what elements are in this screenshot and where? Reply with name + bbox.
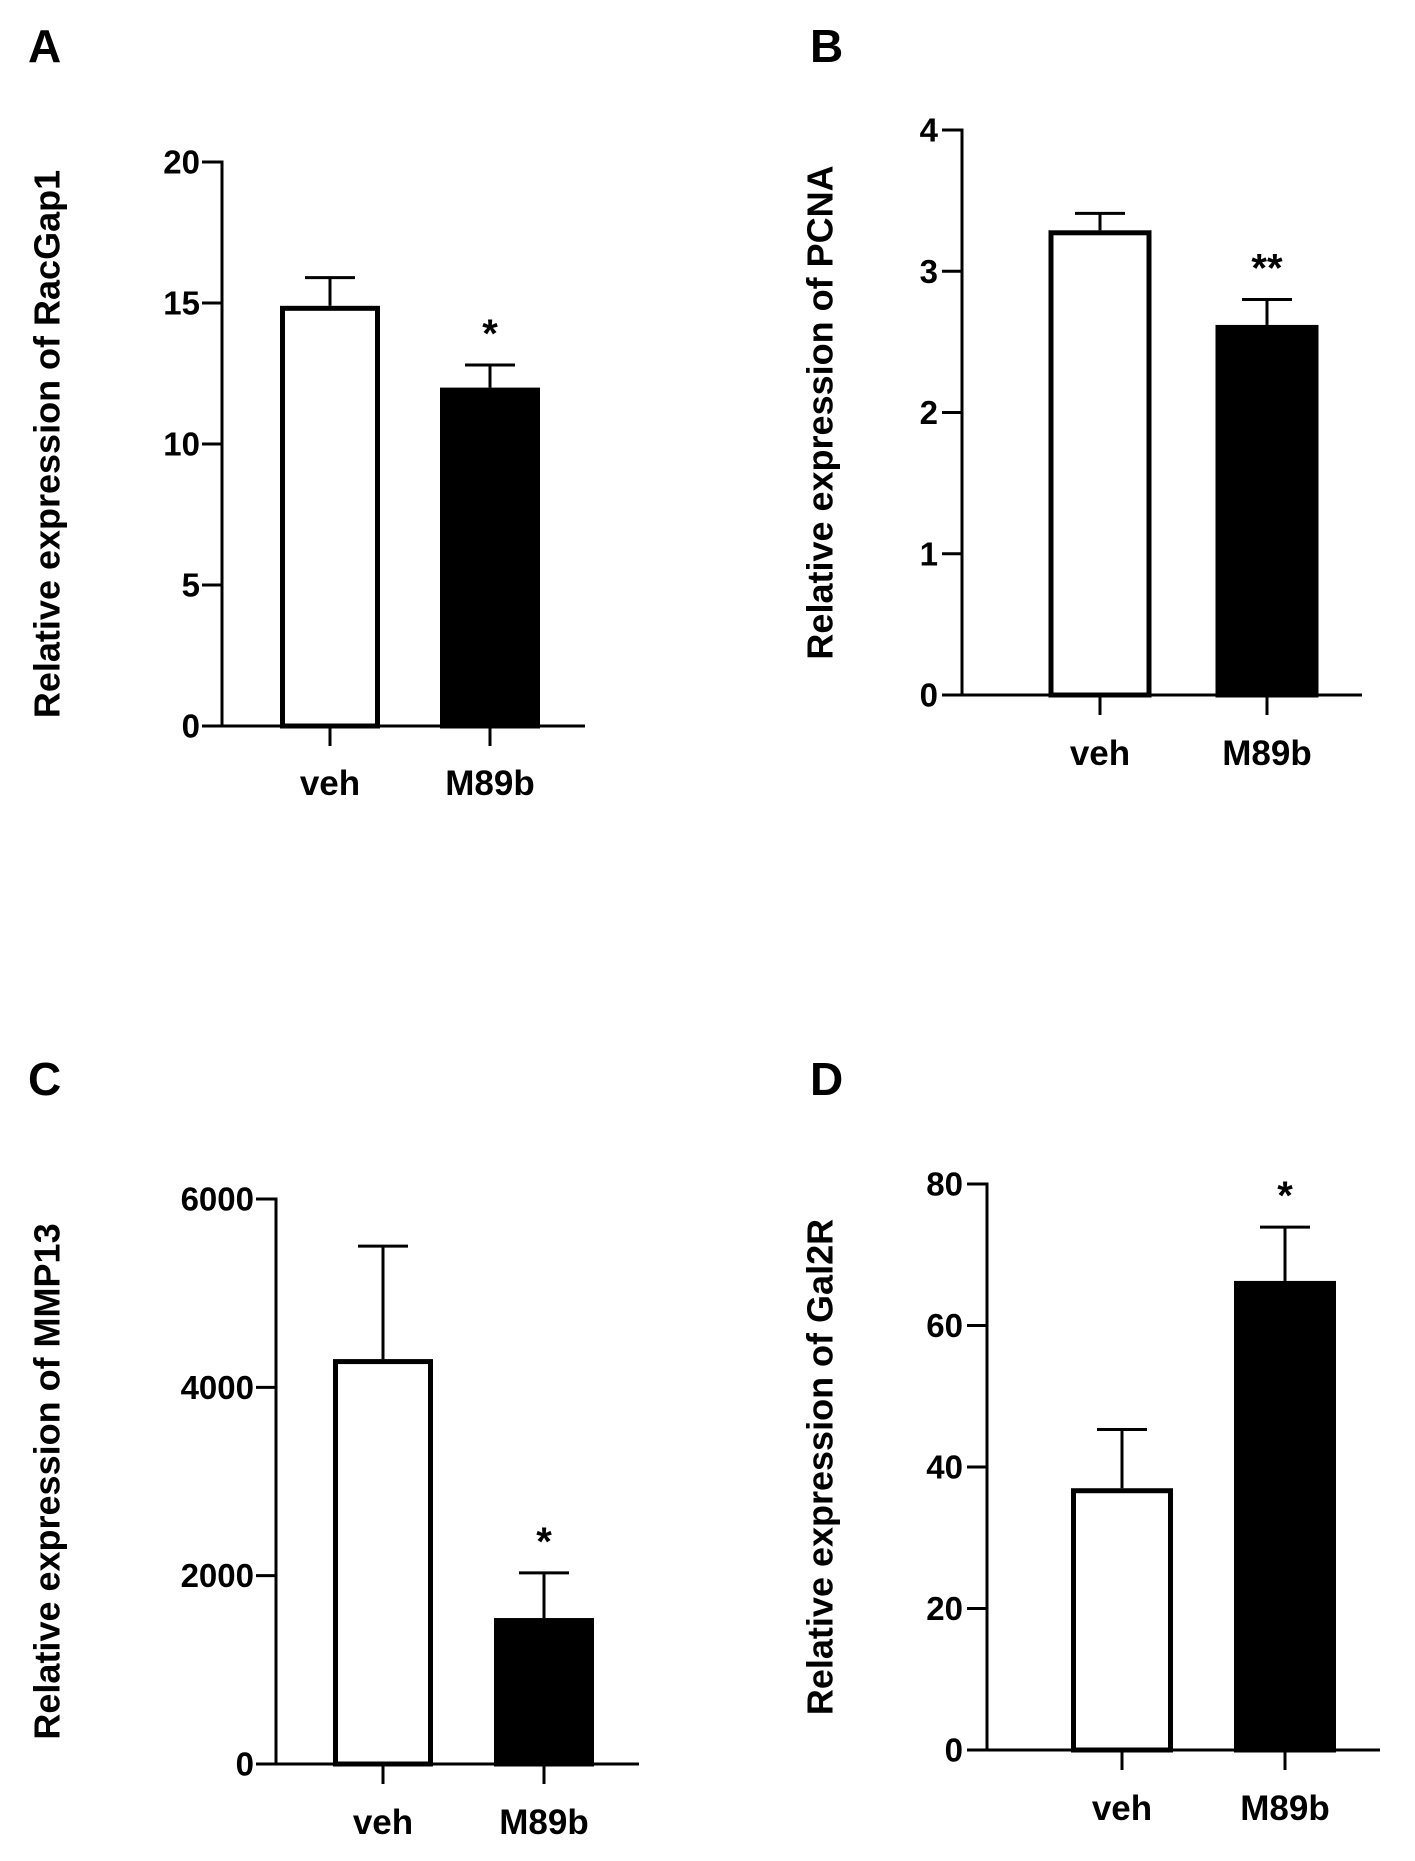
panel-d-category-label-m89b: M89b <box>1240 1789 1329 1828</box>
panel-d-bar-veh <box>1071 1488 1173 1753</box>
panel-d-y-tick-label: 20 <box>926 1590 963 1627</box>
panel-d-significance-label: * <box>1277 1174 1293 1218</box>
panel-a-bar-veh <box>280 305 380 729</box>
panel-c-y-tick-label: 2000 <box>181 1557 254 1594</box>
panel-a-y-tick-label: 20 <box>163 144 200 181</box>
panel-b-y-tick-label: 0 <box>920 677 938 714</box>
panel-c-letter: C <box>28 1053 61 1105</box>
panel-b-y-tick-label: 2 <box>920 394 938 431</box>
panel-d-bar-m89b <box>1234 1280 1336 1753</box>
panel-a-y-tick-label: 10 <box>163 426 200 463</box>
panel-b-bar-m89b <box>1215 324 1319 698</box>
panel-c-y-tick-label: 0 <box>236 1746 254 1783</box>
panel-c-y-tick-label: 6000 <box>181 1181 254 1218</box>
panel-b-y-tick-label: 4 <box>920 112 939 149</box>
panel-a-y-tick-label: 5 <box>182 567 200 604</box>
panel-b-y-axis-title: Relative expression of PCNA <box>800 165 841 659</box>
panel-b-y-tick-label: 1 <box>920 535 938 572</box>
panel-b-chart: B Relative expression of PCNA 0 1 2 3 4 veh M89b… <box>800 20 1362 773</box>
panel-c-category-label-m89b: M89b <box>499 1803 588 1842</box>
panel-d-category-label-veh: veh <box>1092 1789 1152 1828</box>
panel-d-y-axis-title: Relative expression of Gal2R <box>800 1219 841 1715</box>
panel-d-letter: D <box>810 1053 843 1105</box>
panel-a-chart: A Relative expression of RacGap1 0 5 10 15 20 v… <box>27 20 585 803</box>
panel-b-category-label-m89b: M89b <box>1222 734 1311 773</box>
panel-a-category-label-veh: veh <box>300 764 360 803</box>
panel-c-category-label-veh: veh <box>353 1803 413 1842</box>
panel-a-y-tick-label: 0 <box>182 708 200 745</box>
panel-c-bar-veh <box>333 1359 433 1767</box>
panel-a-y-axis-title: Relative expression of RacGap1 <box>27 170 68 718</box>
panel-a-significance-label: * <box>482 312 498 356</box>
panel-a-y-tick-label: 15 <box>163 285 200 322</box>
panel-a-letter: A <box>28 20 61 72</box>
panel-b-bar-veh <box>1048 230 1152 698</box>
panel-b-category-label-veh: veh <box>1070 734 1130 773</box>
panel-b-significance-label: ** <box>1251 247 1283 291</box>
panel-c-bar-m89b <box>494 1618 594 1767</box>
panel-d-y-tick-label: 40 <box>926 1449 963 1486</box>
panel-d-chart: D Relative expression of Gal2R 0 20 40 60 80 ve… <box>800 1053 1380 1828</box>
panel-b-letter: B <box>810 20 843 72</box>
panel-d-y-tick-label: 80 <box>926 1166 963 1203</box>
panel-c-y-tick-label: 4000 <box>181 1369 254 1406</box>
panel-a-category-label-m89b: M89b <box>445 764 534 803</box>
panel-c-chart: C Relative expression of MMP13 0 2000 4000 60… <box>27 1053 639 1842</box>
panel-a-bar-m89b <box>440 387 540 729</box>
panel-d-y-tick-label: 60 <box>926 1307 963 1344</box>
panel-b-y-tick-label: 3 <box>920 253 938 290</box>
panel-c-significance-label: * <box>536 1520 552 1564</box>
panel-c-y-axis-title: Relative expression of MMP13 <box>27 1223 68 1739</box>
panel-d-y-tick-label: 0 <box>945 1732 963 1769</box>
